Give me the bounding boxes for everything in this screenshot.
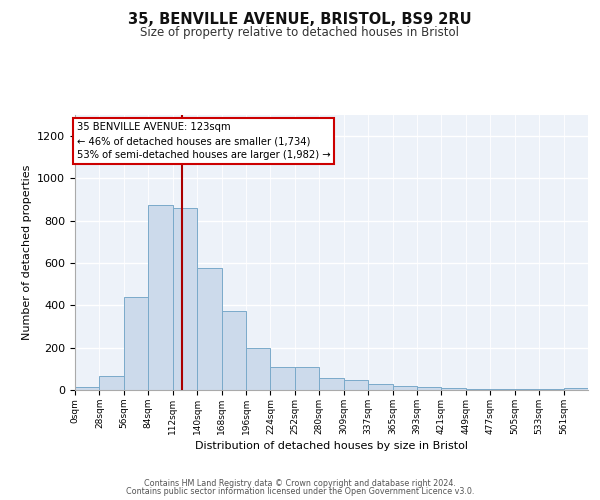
- Bar: [344, 380, 368, 390]
- Bar: [392, 386, 417, 390]
- Text: Contains HM Land Registry data © Crown copyright and database right 2024.: Contains HM Land Registry data © Crown c…: [144, 478, 456, 488]
- Bar: [75, 388, 100, 390]
- Bar: [221, 310, 246, 390]
- Bar: [148, 205, 173, 390]
- Bar: [100, 376, 124, 390]
- Bar: [271, 366, 295, 390]
- X-axis label: Distribution of detached houses by size in Bristol: Distribution of detached houses by size …: [195, 441, 468, 451]
- Bar: [466, 389, 490, 390]
- Bar: [515, 389, 539, 390]
- Text: Contains public sector information licensed under the Open Government Licence v3: Contains public sector information licen…: [126, 487, 474, 496]
- Text: 35, BENVILLE AVENUE, BRISTOL, BS9 2RU: 35, BENVILLE AVENUE, BRISTOL, BS9 2RU: [128, 12, 472, 28]
- Bar: [539, 389, 563, 390]
- Bar: [417, 387, 442, 390]
- Bar: [368, 384, 392, 390]
- Bar: [490, 389, 515, 390]
- Bar: [319, 378, 344, 390]
- Bar: [173, 208, 197, 390]
- Bar: [197, 268, 221, 390]
- Bar: [563, 388, 588, 390]
- Text: 35 BENVILLE AVENUE: 123sqm
← 46% of detached houses are smaller (1,734)
53% of s: 35 BENVILLE AVENUE: 123sqm ← 46% of deta…: [77, 122, 331, 160]
- Y-axis label: Number of detached properties: Number of detached properties: [22, 165, 32, 340]
- Bar: [246, 348, 271, 390]
- Bar: [124, 297, 148, 390]
- Bar: [442, 388, 466, 390]
- Bar: [295, 366, 319, 390]
- Text: Size of property relative to detached houses in Bristol: Size of property relative to detached ho…: [140, 26, 460, 39]
